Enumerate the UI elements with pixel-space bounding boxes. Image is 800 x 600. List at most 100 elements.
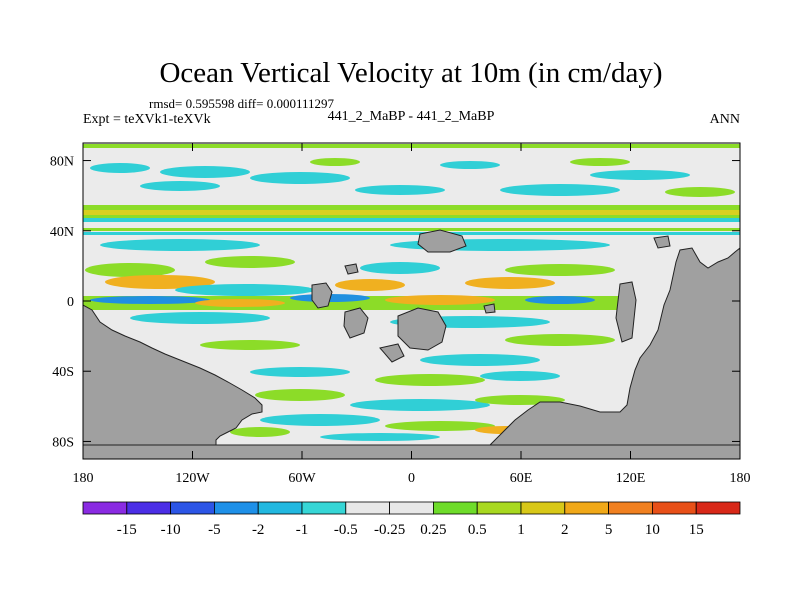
- patch: [590, 170, 690, 180]
- patch: [140, 181, 220, 191]
- patch: [250, 367, 350, 377]
- equatorial-blue: [525, 296, 595, 304]
- band-40n-green-2: [83, 215, 740, 218]
- patch: [310, 158, 360, 166]
- x-tick-label: 0: [408, 471, 415, 486]
- colorbar-label: 15: [689, 522, 704, 538]
- patch: [505, 334, 615, 346]
- patch: [385, 421, 495, 431]
- colorbar-label: -5: [208, 522, 221, 538]
- patch: [260, 414, 380, 426]
- colorbar-box: [126, 501, 172, 515]
- patch: [230, 427, 290, 437]
- season-label: ANN: [710, 112, 740, 127]
- patch: [90, 163, 150, 173]
- patch: [85, 263, 175, 277]
- patch: [320, 433, 440, 441]
- patch: [500, 184, 620, 196]
- colorbar-label: -1: [296, 522, 309, 538]
- land-island-d: [417, 229, 467, 253]
- colorbar-box: [257, 501, 303, 515]
- colorbar-box: [301, 501, 347, 515]
- plot-area: [83, 143, 740, 459]
- colorbar-label: -15: [117, 522, 137, 538]
- x-tick-label: 180: [73, 471, 94, 486]
- patch: [255, 389, 345, 401]
- patch: [360, 262, 440, 274]
- patch: [335, 279, 405, 291]
- equatorial-blue: [90, 296, 210, 304]
- patch: [570, 158, 630, 166]
- colorbar-box: [520, 501, 566, 515]
- x-tick-label: 120E: [616, 471, 646, 486]
- y-tick-label: 80N: [50, 155, 74, 170]
- patch: [130, 312, 270, 324]
- equatorial-orange: [385, 295, 495, 305]
- colorbar-label: -0.25: [374, 522, 405, 538]
- y-tick-label: 40S: [52, 365, 74, 380]
- patch: [105, 275, 215, 289]
- band-33n-cyan: [83, 232, 740, 235]
- colorbar-label: -2: [252, 522, 265, 538]
- y-tick-label: 80S: [52, 435, 74, 450]
- y-tick-label: 40N: [50, 225, 74, 240]
- colorbar-label: 0.25: [420, 522, 446, 538]
- y-tick-label: 0: [67, 295, 74, 310]
- colorbar-box: [652, 501, 697, 515]
- land-africa-asia: [488, 247, 740, 446]
- patch: [665, 187, 735, 197]
- colorbar-label: 5: [605, 522, 613, 538]
- expt-label: Expt = teXVk1-teXVk: [83, 112, 211, 127]
- colorbar-box: [608, 501, 653, 515]
- colorbar-box: [432, 501, 478, 515]
- colorbar-label: 10: [645, 522, 660, 538]
- land-island-a: [311, 282, 333, 309]
- patch: [205, 256, 295, 268]
- band-40n-cyan: [83, 218, 740, 222]
- patch: [160, 166, 250, 178]
- case-label: 441_2_MaBP - 441_2_MaBP: [328, 109, 495, 124]
- land-island-g: [653, 235, 671, 249]
- colorbar-box: [345, 501, 390, 515]
- x-tick-label: 60E: [510, 471, 533, 486]
- patch: [175, 284, 315, 296]
- stats-label: rmsd= 0.595598 diff= 0.000111297: [149, 96, 334, 111]
- patch: [420, 354, 540, 366]
- patch: [100, 239, 260, 251]
- chart-title: Ocean Vertical Velocity at 10m (in cm/da…: [159, 57, 662, 89]
- patches-tropics: [83, 239, 623, 350]
- colorbar-box: [389, 501, 434, 515]
- x-axis: 180 120W 60W 0 60E 120E 180: [73, 143, 751, 486]
- x-tick-label: 60W: [288, 471, 316, 486]
- colorbar-label: 0.5: [468, 522, 487, 538]
- patch: [505, 264, 615, 276]
- colorbar-box: [170, 501, 215, 515]
- land-americas: [83, 304, 263, 459]
- colorbar-box: [476, 501, 522, 515]
- band-40n-yellow: [83, 210, 740, 215]
- band-40n-green: [83, 205, 740, 211]
- patch: [250, 172, 350, 184]
- patch: [200, 340, 300, 350]
- patch: [440, 161, 500, 169]
- band-35n-green: [83, 228, 740, 231]
- colorbar-label: -0.5: [334, 522, 358, 538]
- colorbar-box: [695, 501, 741, 515]
- colorbar-box: [564, 501, 609, 515]
- x-tick-label: 120W: [175, 471, 210, 486]
- patch: [355, 185, 445, 195]
- colorbar-box: [213, 501, 259, 515]
- colorbar: -15 -10 -5 -2 -1 -0.5 -0.25 0.25 0.5 1 2 5 10 15: [82, 501, 741, 538]
- equatorial-orange: [195, 299, 285, 307]
- land-island-f: [344, 263, 359, 275]
- patch: [480, 371, 560, 381]
- land-island-i: [483, 303, 496, 314]
- x-tick-label: 180: [730, 471, 751, 486]
- land-island-b: [343, 307, 369, 339]
- land-island-h: [379, 343, 405, 363]
- patch: [350, 399, 490, 411]
- colorbar-label: 1: [517, 522, 525, 538]
- land: [83, 229, 740, 459]
- land-island-c: [397, 307, 447, 351]
